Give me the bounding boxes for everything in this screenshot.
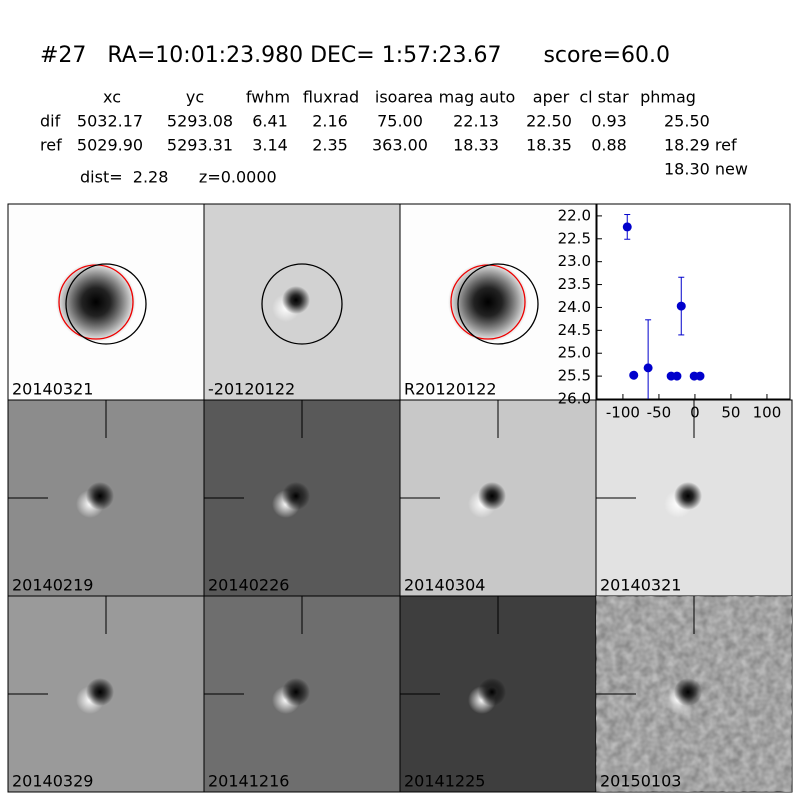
dark-lobe: [282, 286, 310, 314]
column-header: mag auto: [439, 88, 516, 107]
column-header: isoarea: [375, 88, 433, 107]
column-header: phmag: [640, 88, 696, 107]
source: [56, 262, 136, 342]
table-cell: 25.50: [664, 112, 710, 131]
image-panel: 20140329: [7, 595, 205, 793]
table-cell: 2.16: [312, 112, 348, 131]
table-cell: 18.33: [453, 136, 499, 155]
point: [629, 370, 639, 380]
panel-label: 20140304: [404, 576, 485, 595]
panel-label: R20120122: [404, 380, 497, 399]
panel-label: 20140321: [600, 576, 681, 595]
panel-label: 20140321: [12, 380, 93, 399]
column-header: cl star: [579, 88, 629, 107]
panel-label: 20140329: [12, 772, 93, 791]
image-panel: 20140226: [203, 399, 401, 597]
table-cell: 18.35: [526, 136, 572, 155]
x-tick-label: -50: [647, 404, 672, 422]
table-cell: 5293.08: [167, 112, 233, 131]
point: [672, 371, 682, 381]
panel-label: 20140226: [208, 576, 289, 595]
table-cell: 3.14: [252, 136, 288, 155]
column-header: xc: [103, 88, 121, 107]
plot-area: [596, 203, 791, 400]
table-cell: 2.35: [312, 136, 348, 155]
column-header: fluxrad: [303, 88, 359, 107]
panel-label: 20141225: [404, 772, 485, 791]
source: [448, 262, 528, 342]
y-tick-label: 23.5: [558, 275, 591, 293]
column-header: aper: [533, 88, 570, 107]
table-cell: 75.00: [377, 112, 423, 131]
table-cell: 5293.31: [167, 136, 233, 155]
image-panel: R20120122: [399, 203, 597, 401]
table-cell: 18.29 ref: [664, 136, 737, 155]
image-panel: -20120122: [203, 203, 401, 401]
y-tick-label: 23.0: [558, 252, 591, 270]
point: [622, 222, 632, 232]
point: [676, 301, 686, 311]
y-tick-label: 25.5: [558, 367, 591, 385]
y-tick-label: 26.0: [558, 390, 591, 408]
panel-label: -20120122: [208, 380, 295, 399]
dif-circle: [261, 263, 343, 345]
panel-label: 20141216: [208, 772, 289, 791]
dark-lobe: [674, 482, 702, 510]
table-cell: 5032.17: [77, 112, 143, 131]
y-tick-label: 24.0: [558, 298, 591, 316]
x-tick-label: -100: [606, 404, 640, 422]
image-panel: 20140219: [7, 399, 205, 597]
dif-circle: [65, 263, 147, 345]
dark-lobe: [478, 482, 506, 510]
x-tick-label: 0: [690, 404, 700, 422]
column-header: fwhm: [246, 88, 290, 107]
image-panel: 20140321: [595, 399, 793, 597]
y-tick-label: 24.5: [558, 321, 591, 339]
title: #27 RA=10:01:23.980 DEC= 1:57:23.67 scor…: [40, 43, 670, 68]
x-tick-label: 100: [753, 404, 782, 422]
dark-lobe: [86, 482, 114, 510]
image-panel: 20141216: [203, 595, 401, 793]
dark-lobe: [282, 678, 310, 706]
table-cell: 22.13: [453, 112, 499, 131]
table-cell: dif: [40, 112, 61, 131]
dark-lobe: [674, 678, 702, 706]
panel-label: 20150103: [600, 772, 681, 791]
table-cell: 0.88: [591, 136, 627, 155]
image-panel: 20140321: [7, 203, 205, 401]
table-cell: 0.93: [591, 112, 627, 131]
new-mag: 18.30 new: [664, 160, 748, 179]
dist-line: dist= 2.28 z=0.0000: [80, 168, 277, 187]
y-tick-label: 22.5: [558, 229, 591, 247]
image-panel: 20140304: [399, 399, 597, 597]
dif-circle: [457, 263, 539, 345]
dark-lobe: [478, 678, 506, 706]
table-cell: 22.50: [526, 112, 572, 131]
table-cell: 6.41: [252, 112, 288, 131]
table-cell: 363.00: [372, 136, 428, 155]
table-cell: 5029.90: [77, 136, 143, 155]
panel-label: 20140219: [12, 576, 93, 595]
dark-lobe: [86, 678, 114, 706]
dark-lobe: [282, 482, 310, 510]
image-panel: 20141225: [399, 595, 597, 793]
point: [643, 363, 653, 373]
point: [695, 371, 705, 381]
column-header: yc: [186, 88, 204, 107]
y-tick-label: 25.0: [558, 344, 591, 362]
image-panel: 20150103: [595, 595, 793, 793]
table-cell: ref: [40, 136, 62, 155]
y-tick-label: 22.0: [558, 206, 591, 224]
x-tick-label: 50: [721, 404, 740, 422]
